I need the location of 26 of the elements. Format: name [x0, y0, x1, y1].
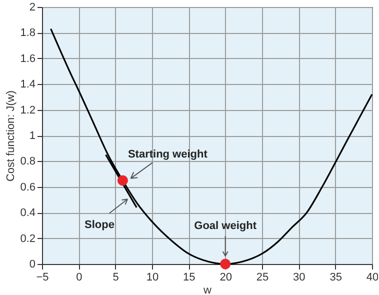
y-tick-label: 0.2 [20, 232, 36, 245]
y-axis-title: Cost function: J(w) [5, 90, 18, 182]
y-tick-label: 0 [29, 258, 36, 270]
y-tick-label: 1.6 [20, 52, 36, 65]
annotation: Slope [84, 219, 114, 232]
y-tick-label: 2 [29, 2, 36, 14]
y-tick-label: 0.8 [20, 156, 36, 168]
x-tick-label: −5 [36, 272, 49, 284]
x-tick-label: 40 [366, 272, 379, 284]
x-tick-label: 20 [220, 272, 232, 284]
x-tick-label: 30 [293, 272, 306, 284]
y-tick-label: 1.8 [20, 27, 36, 40]
y-tick-label: 1 [29, 130, 36, 142]
x-tick-label: 5 [112, 272, 119, 284]
annotation: Goal weight [194, 220, 257, 232]
y-tick-label: 0.6 [20, 181, 36, 194]
x-tick-label: 15 [183, 272, 196, 284]
x-tick-label: 25 [256, 272, 269, 284]
y-tick-label: 1.2 [20, 104, 36, 116]
x-tick-label: 35 [330, 272, 342, 284]
y-tick-label: 1.4 [20, 78, 36, 91]
annotation: Starting weight [128, 148, 208, 160]
x-tick-label: 0 [76, 272, 82, 284]
x-axis-title: w [202, 284, 212, 295]
y-tick-label: 0.4 [20, 207, 36, 220]
x-tick-label: 10 [146, 272, 159, 284]
